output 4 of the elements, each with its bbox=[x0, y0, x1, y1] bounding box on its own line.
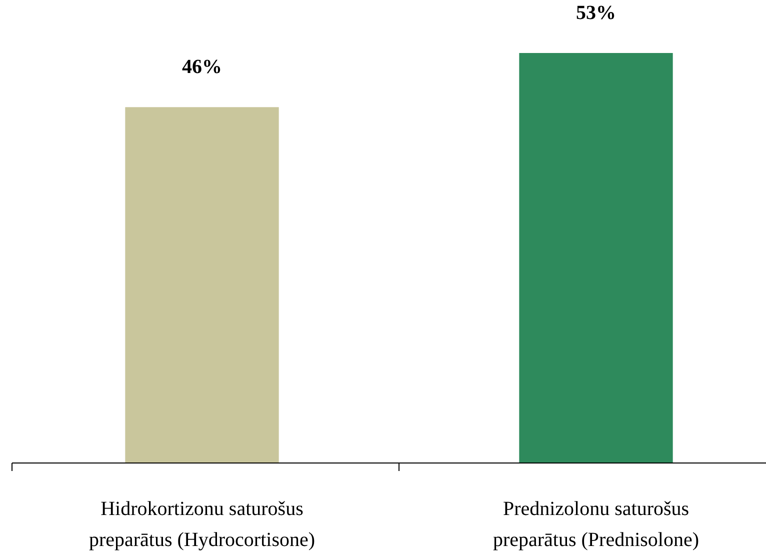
x-tick-label: Hidrokortizonu saturošus preparātus (Hydrocortisone) bbox=[88, 498, 316, 551]
x-tick-label: Prednizolonu saturošus preparātus (Prednisolone) bbox=[492, 498, 700, 551]
data-label: 53% bbox=[576, 2, 616, 24]
data-label: 46% bbox=[182, 56, 222, 78]
